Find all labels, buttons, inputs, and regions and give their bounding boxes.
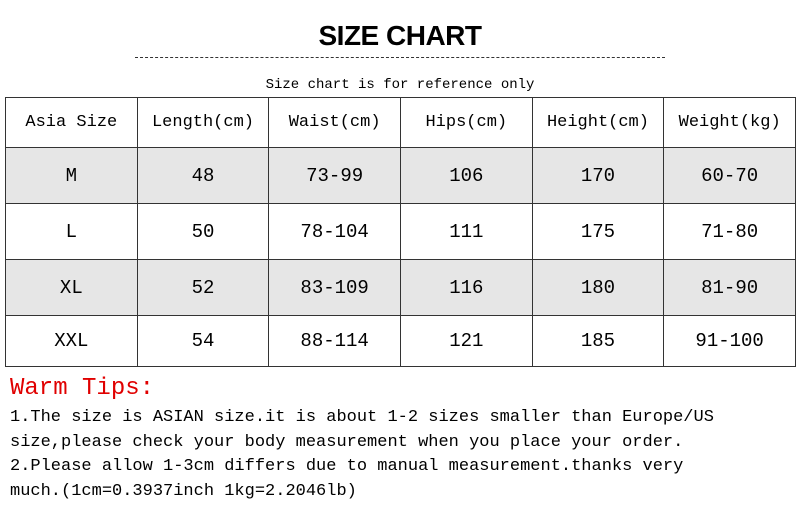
cell: 78-104 xyxy=(268,203,401,260)
table-row: M 48 73-99 106 170 60-70 xyxy=(5,147,796,204)
table-row: L 50 78-104 111 175 71-80 xyxy=(5,203,796,260)
tip-line: much.(1cm=0.3937inch 1kg=2.2046lb) xyxy=(10,481,357,501)
cell: 54 xyxy=(136,315,270,367)
cell: 111 xyxy=(399,203,533,260)
cell: L xyxy=(5,203,138,260)
header-cell: Asia Size xyxy=(5,97,138,148)
cell: 48 xyxy=(136,147,270,204)
tip-line: 1.The size is ASIAN size.it is about 1-2… xyxy=(10,408,714,427)
cell: 91-100 xyxy=(663,315,796,367)
cell: 170 xyxy=(531,147,665,204)
cell: 60-70 xyxy=(663,147,796,204)
header-cell: Height(cm) xyxy=(531,97,665,148)
dashed-divider xyxy=(135,57,665,58)
table-header-row: Asia Size Length(cm) Waist(cm) Hips(cm) … xyxy=(5,97,796,148)
subtitle: Size chart is for reference only xyxy=(265,77,535,93)
cell: 88-114 xyxy=(268,315,401,367)
cell: 175 xyxy=(531,203,665,260)
cell: 73-99 xyxy=(268,147,401,204)
cell: M xyxy=(5,147,138,204)
cell: 116 xyxy=(399,259,533,316)
cell: 81-90 xyxy=(663,259,796,316)
table-row: XL 52 83-109 116 180 81-90 xyxy=(5,259,796,316)
cell: 50 xyxy=(136,203,270,260)
page-title: SIZE CHART xyxy=(318,20,483,51)
header-cell: Weight(kg) xyxy=(663,97,796,148)
cell: 71-80 xyxy=(663,203,796,260)
tip-line: size,please check your body measurement … xyxy=(10,432,684,452)
cell: XL xyxy=(5,259,138,316)
cell: 121 xyxy=(399,315,533,367)
warm-tips-title: Warm Tips: xyxy=(10,375,155,402)
size-table: Asia Size Length(cm) Waist(cm) Hips(cm) … xyxy=(5,97,796,367)
cell: 180 xyxy=(531,259,665,316)
cell: 106 xyxy=(399,147,533,204)
cell: 52 xyxy=(136,259,270,316)
warm-tips-text: 1.The size is ASIAN size.it is about 1-2… xyxy=(10,406,714,504)
header-cell: Waist(cm) xyxy=(268,97,401,148)
cell: 83-109 xyxy=(268,259,401,316)
header-cell: Hips(cm) xyxy=(399,97,533,148)
table-row: XXL 54 88-114 121 185 91-100 xyxy=(5,315,796,367)
header-cell: Length(cm) xyxy=(136,97,270,148)
cell: 185 xyxy=(531,315,665,367)
tip-line: 2.Please allow 1-3cm differs due to manu… xyxy=(10,457,684,476)
cell: XXL xyxy=(5,315,138,367)
